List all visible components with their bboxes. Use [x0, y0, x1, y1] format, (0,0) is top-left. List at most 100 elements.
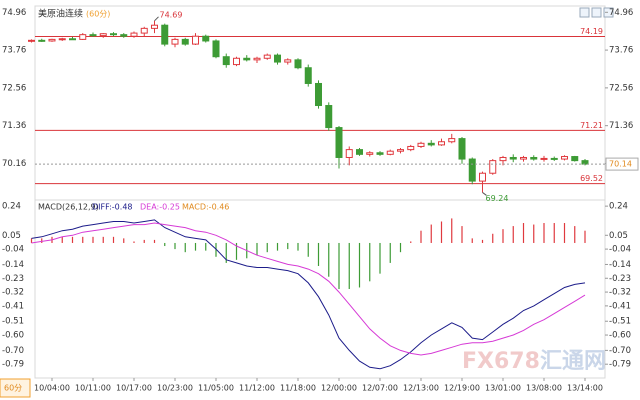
y-tick-label: 74.96: [2, 8, 26, 18]
candle-body: [171, 38, 179, 45]
candle-body: [99, 33, 107, 37]
candle-body: [69, 38, 76, 41]
macd-y-tick-label-right: 0.24: [609, 202, 628, 212]
candle-body: [540, 157, 548, 160]
candle-body: [38, 39, 46, 42]
macd-y-tick-label: 0.24: [2, 202, 21, 212]
candle-body: [274, 54, 281, 63]
candle-body: [212, 40, 220, 58]
x-tick-label: 13/14:00: [567, 384, 603, 393]
candle-body: [161, 24, 169, 45]
y-tick-label: 70.16: [2, 159, 26, 169]
macd-y-tick-label-right: -0.23: [609, 274, 631, 284]
candle-body: [550, 157, 558, 160]
macd-y-tick-label-right: -0.41: [609, 301, 631, 311]
candle-body: [263, 54, 271, 59]
candle-body: [581, 160, 589, 165]
macd-y-tick-label-right: -0.79: [609, 360, 631, 370]
low-label: 69.24: [486, 194, 509, 203]
macd-y-tick-label-right: -0.51: [609, 317, 631, 327]
macd-y-tick-label: -0.04: [2, 245, 24, 255]
candle-body: [294, 59, 302, 69]
current-price-box: [605, 157, 639, 171]
macd-y-tick-label-right: -0.14: [609, 260, 631, 270]
y-tick-label-right: 71.36: [609, 121, 633, 131]
candle-body: [304, 67, 312, 84]
macd-y-tick-label-right: -0.32: [609, 288, 631, 298]
candle-body: [151, 24, 158, 29]
candle-body: [233, 57, 240, 66]
watermark: 汇通网: [540, 349, 606, 374]
candle-body: [202, 35, 210, 42]
x-tick-label: 13/08:00: [526, 384, 562, 393]
icon-button[interactable]: [579, 7, 590, 18]
macd-y-tick-label: -0.14: [2, 260, 24, 270]
candle-body: [366, 152, 374, 155]
x-tick-label: 11/12:00: [239, 384, 275, 393]
macd-line: [31, 222, 586, 356]
candle-body: [438, 141, 445, 146]
candle-body: [571, 156, 579, 162]
x-tick-label: 12/00:00: [321, 384, 357, 393]
candle-body: [130, 32, 138, 37]
low-pointer: [482, 192, 487, 196]
x-tick-label: 10/04:00: [34, 384, 70, 393]
macd-y-tick-label-right: -0.04: [609, 245, 631, 255]
y-tick-label-right: 74.96: [609, 8, 633, 18]
candle-body: [79, 34, 87, 40]
candle-body: [120, 34, 128, 37]
candle-body: [468, 158, 476, 182]
macd-y-tick-label: -0.51: [2, 317, 24, 327]
candle-body: [407, 145, 415, 151]
period: (60分): [86, 10, 110, 19]
level-label: 74.19: [580, 27, 603, 36]
x-tick-label: 12/19:00: [444, 384, 480, 393]
candle-body: [335, 127, 343, 158]
candle-body: [417, 142, 425, 147]
candle-body: [48, 38, 56, 42]
candle-body: [530, 156, 538, 160]
x-tick-label: 10/17:00: [116, 384, 152, 393]
diff-label: DIFF:-0.48: [92, 203, 133, 212]
x-tick-label: 11/05:00: [198, 384, 234, 393]
candle-body: [520, 156, 527, 160]
period-button[interactable]: [0, 378, 31, 398]
y-tick-label: 73.76: [2, 46, 26, 56]
candle-body: [192, 35, 199, 45]
candle-body: [110, 33, 117, 36]
icon-button[interactable]: [603, 7, 614, 18]
macd-y-tick-label: -0.41: [2, 301, 24, 311]
macd-y-tick-label: 0.05: [2, 231, 21, 241]
x-tick-label: 10/23:00: [157, 384, 193, 393]
candle-body: [315, 82, 322, 107]
high-label: 74.69: [160, 10, 183, 19]
y-tick-label: 72.56: [2, 83, 26, 93]
macd-y-tick-label: -0.23: [2, 274, 24, 284]
candle-body: [386, 150, 394, 155]
candle-body: [397, 149, 404, 152]
high-pointer: [154, 16, 159, 22]
icon-button[interactable]: [591, 7, 602, 18]
candle-body: [448, 138, 456, 143]
candle-body: [427, 142, 435, 146]
candle-body: [499, 156, 507, 162]
macd-y-tick-label: -0.79: [2, 360, 24, 370]
candle-body: [222, 56, 230, 66]
macd-label: MACD:-0.46: [182, 203, 229, 212]
watermark: FX678: [462, 349, 540, 374]
candle-body: [58, 38, 66, 41]
y-tick-label: 71.36: [2, 121, 26, 131]
candle-body: [325, 105, 333, 129]
candle-body: [243, 57, 251, 61]
period-button-label[interactable]: 60分: [4, 384, 22, 393]
candle-body: [345, 149, 353, 158]
candle-body: [489, 160, 497, 174]
macd-y-tick-label: -0.60: [2, 331, 24, 341]
x-tick-label: 10/11:00: [75, 384, 111, 393]
level-label: 69.52: [580, 174, 603, 183]
candle-body: [509, 156, 517, 160]
candle-body: [356, 149, 363, 155]
macd-title: MACD(26,12,9): [38, 203, 99, 212]
macd-y-tick-label: -0.70: [2, 346, 24, 356]
